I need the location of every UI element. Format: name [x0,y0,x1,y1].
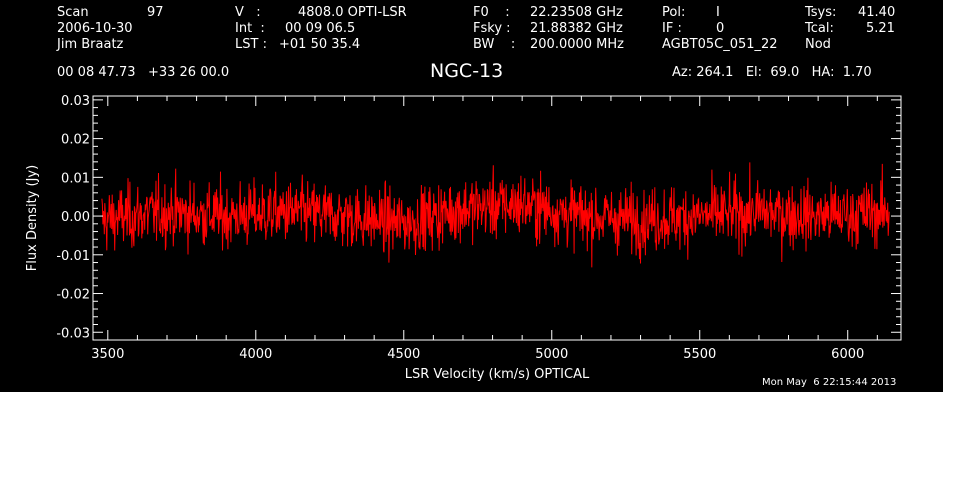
y-axis-label: Flux Density (Jy) [25,165,40,271]
polarization-label: Pol: [662,5,686,20]
y-tick-label: -0.01 [56,249,90,264]
x-tick-label: 6000 [831,347,864,362]
spectrum-chart: 3500 4000 4500 5000 5500 6000 0.03 0.02 0.01 0.00… [25,94,902,382]
if-label: IF : [662,21,682,36]
x-tick-label: 5500 [683,347,716,362]
velocity-label: V : [235,5,261,20]
y-tick-label: 0.00 [61,210,90,225]
tsys-value: 41.40 [858,5,896,20]
tcal-label: Tcal: [805,21,834,36]
source-title: NGC-13 [430,60,504,82]
tsys-label: Tsys: [805,5,837,20]
plot-panel: Scan 97 2006-10-30 Jim Braatz V : 4808.0… [0,0,943,392]
x-tick-label: 3500 [91,347,124,362]
polarization-value: I [716,5,720,20]
f0-label: F0 : [473,5,510,20]
bandwidth-label: BW : [473,37,516,52]
x-tick-label: 4500 [387,347,420,362]
if-value: 0 [716,21,725,36]
fsky-label: Fsky : [473,21,511,36]
source-coordinates: 00 08 47.73 +33 26 00.0 [57,65,230,80]
integration-value: 00 09 06.5 [285,21,356,36]
bandwidth-value: 200.0000 MHz [530,37,624,52]
x-tick-label: 4000 [239,347,272,362]
lst-value: +01 50 35.4 [279,37,361,52]
observer-name: Jim Braatz [57,37,124,52]
observing-mode: Nod [805,37,831,52]
axes-group: 3500 4000 4500 5000 5500 6000 0.03 0.02 0.01 0.00… [56,94,901,362]
timestamp: Mon May 6 22:15:44 2013 [762,377,897,388]
x-tick-label: 5000 [535,347,568,362]
y-tick-label: -0.03 [56,326,90,341]
fsky-value: 21.88382 GHz [530,21,623,36]
plot-frame [92,95,902,341]
observation-date: 2006-10-30 [57,21,133,36]
spectrum-trace-group [101,162,890,268]
y-tick-label: 0.02 [61,133,90,148]
y-tick-label: 0.03 [61,94,90,109]
integration-label: Int : [235,21,265,36]
x-axis-label: LSR Velocity (km/s) OPTICAL [405,367,590,382]
velocity-value: 4808.0 OPTI-LSR [298,5,407,20]
y-tick-label: -0.02 [56,288,90,303]
spectrum-line [101,162,890,268]
scan-number: 97 [147,5,164,20]
lst-label: LST : [235,37,267,52]
pointing-info: Az: 264.1 El: 69.0 HA: 1.70 [672,65,872,80]
project-id: AGBT05C_051_22 [662,37,778,52]
tcal-value: 5.21 [866,21,895,36]
scan-label: Scan [57,5,89,20]
y-tick-label: 0.01 [61,171,90,186]
f0-value: 22.23508 GHz [530,5,623,20]
